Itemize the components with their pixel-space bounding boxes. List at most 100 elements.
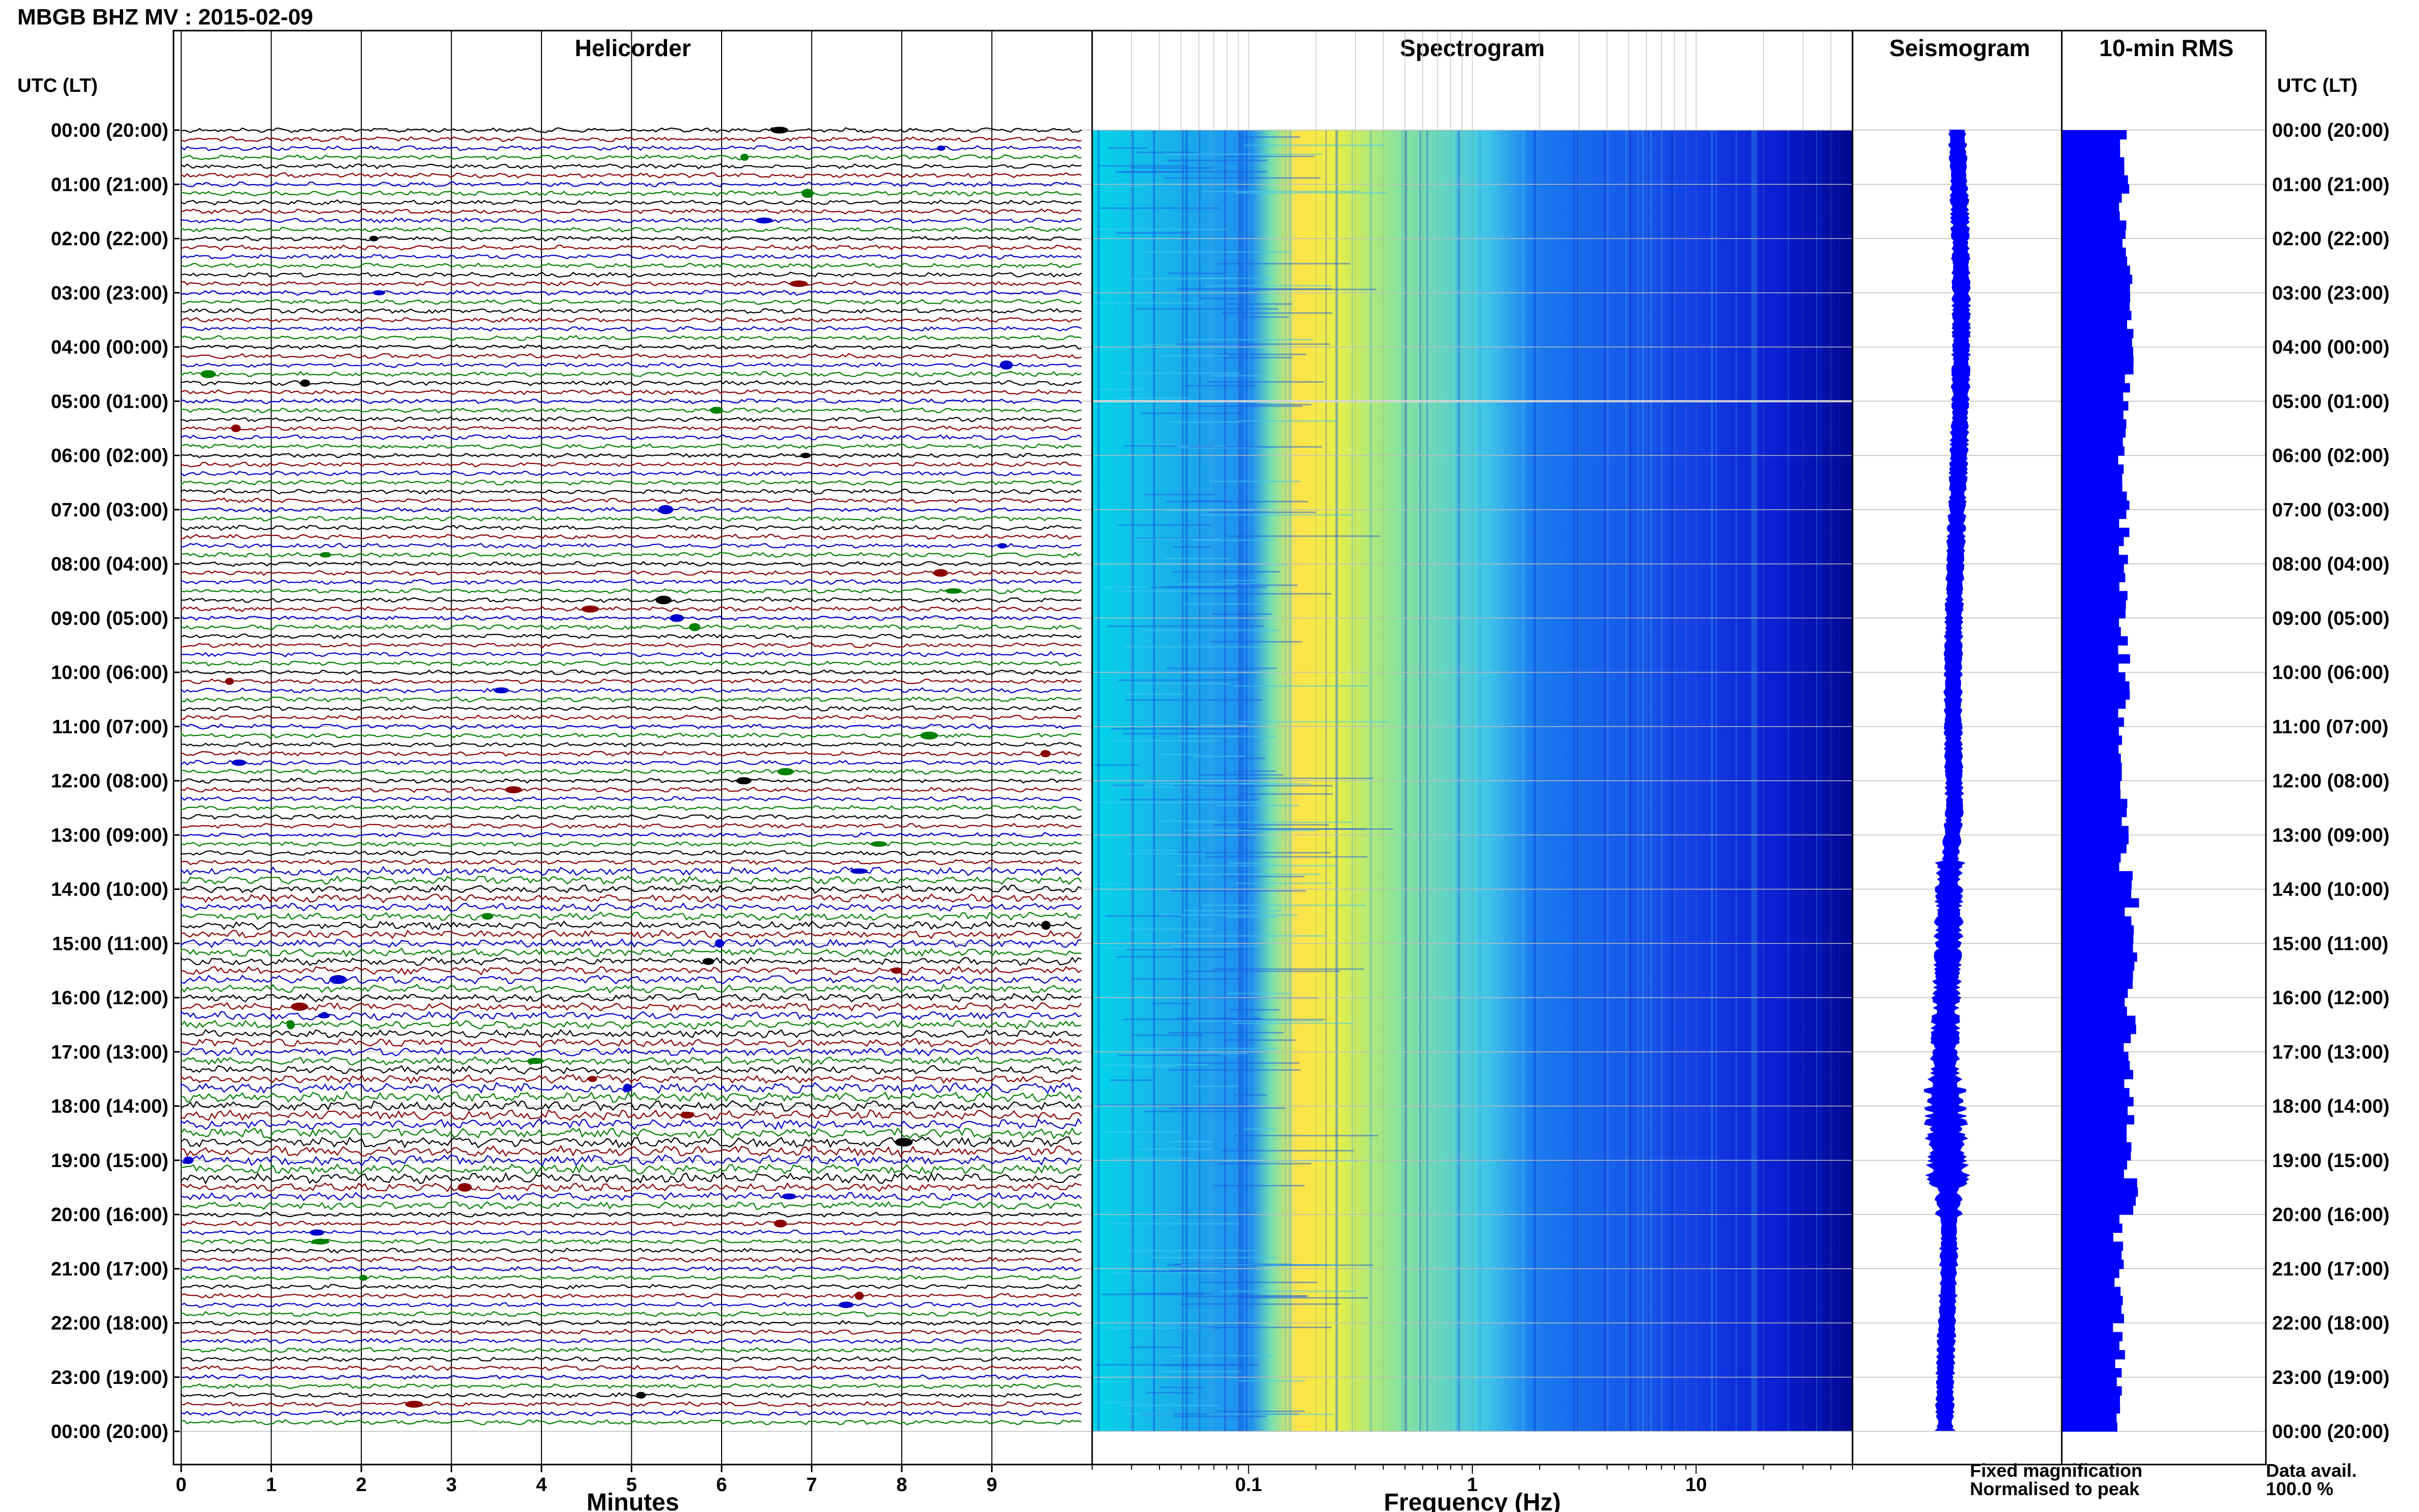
rms-bar [2062,428,2126,438]
helicorder-trace-row [180,542,1082,549]
rms-bar [2062,745,2119,754]
helicorder-event [482,913,493,920]
rms-bar [2062,1160,2128,1170]
time-tick-label-left: 06:00 (02:00) [51,445,168,467]
helicorder-trace-row [180,974,1082,985]
rms-bar [2062,1277,2115,1287]
rms-bar [2062,528,2130,537]
helicorder-trace-row [180,1065,1082,1075]
helicorder-trace-row [180,983,1082,994]
time-tick-label-left: 16:00 (12:00) [51,987,168,1009]
helicorder-trace-row [180,859,1082,865]
helicorder-trace-row [180,479,1082,486]
figure-title: MBGB BHZ MV : 2015-02-09 [17,5,313,30]
rms-bar [2062,808,2127,817]
rms-bar [2062,979,2133,989]
helicorder-trace-row [180,796,1082,802]
time-tick-label-left: 19:00 (15:00) [51,1150,168,1172]
helicorder-trace-row [180,1090,1082,1103]
time-tick-label-right: 19:00 (15:00) [2272,1150,2389,1172]
rms-bar [2062,238,2122,248]
frequency-tick-label: 1 [1467,1474,1477,1496]
helicorder-trace-row [180,823,1082,829]
helicorder-event [373,290,385,295]
rms-bar [2062,1043,2124,1052]
helicorder-trace-row [180,217,1082,224]
minute-tick-label: 4 [536,1474,547,1496]
rms-bar [2062,871,2133,881]
helicorder-event [1041,921,1051,930]
helicorder-trace-row [180,1329,1082,1335]
helicorder-event [231,424,241,432]
rms-bar [2062,1106,2128,1116]
rms-bar [2062,1060,2130,1071]
rms-bar [2062,1151,2131,1161]
helicorder-trace-row [180,281,1082,287]
rms-bar [2062,365,2134,375]
helicorder-trace-row [180,1002,1082,1012]
rms-bar [2062,726,2119,736]
rms-bar [2062,844,2127,854]
minute-tick-label: 7 [806,1474,817,1496]
helicorder-trace-row [180,841,1082,847]
rms-bar [2062,627,2121,637]
rms-bar [2062,338,2132,348]
helicorder-trace-row [180,714,1082,721]
time-tick-label-right: 03:00 (23:00) [2272,283,2389,304]
helicorder-trace-row [180,199,1081,206]
helicorder-trace-row [180,1220,1082,1227]
rms-bar [2062,437,2123,447]
helicorder-event [736,777,752,785]
helicorder-trace-row [180,1302,1082,1308]
helicorder-trace-row [180,579,1082,585]
helicorder-event [774,1220,787,1228]
rms-bar [2062,591,2128,601]
helicorder-trace-row [180,370,1082,378]
rms-bar [2062,1205,2133,1215]
rms-bar [2062,1097,2134,1107]
rms-bar [2062,600,2126,610]
rms-bar [2062,356,2134,366]
rms-bar [2062,1250,2122,1260]
helicorder-trace-row [180,1136,1082,1149]
minute-tick-label: 2 [356,1474,366,1496]
helicorder-event [457,1183,472,1192]
time-tick-label-left: 13:00 (09:00) [51,825,168,846]
rms-bar [2062,690,2130,700]
helicorder-event [855,1292,864,1300]
helicorder-event [309,1229,325,1236]
time-tick-label-right: 06:00 (02:00) [2272,445,2389,467]
rms-bar [2062,916,2132,926]
helicorder-event [587,1076,597,1082]
helicorder-event [920,731,939,740]
time-tick-label-left: 20:00 (16:00) [51,1204,168,1226]
rms-bar [2062,1377,2117,1387]
rms-bar [2062,1124,2127,1134]
minute-tick-label: 6 [716,1474,727,1496]
time-tick-label-left: 02:00 (22:00) [51,229,168,250]
helicorder-event [997,543,1007,549]
time-tick-label-right: 07:00 (03:00) [2272,500,2389,521]
helicorder-trace-row [180,759,1082,766]
helicorder-trace-row [180,1201,1082,1210]
helicorder-trace-row [180,470,1081,477]
helicorder-trace-row [180,832,1082,838]
rms-bar [2062,853,2121,862]
rms-bar [2062,383,2130,393]
time-tick-label-left: 18:00 (14:00) [51,1096,168,1118]
rms-bar [2062,148,2120,158]
rms-bar [2062,1015,2136,1025]
helicorder-trace-row [180,344,1082,351]
rms-bar [2062,329,2134,338]
helicorder-trace-row [180,326,1082,332]
helicorder-trace-row [180,884,1082,894]
helicorder-trace-row [180,606,1082,612]
time-tick-label-right: 23:00 (19:00) [2272,1367,2389,1389]
rms-bar [2062,663,2119,673]
rms-bar [2062,1006,2127,1017]
time-tick-label-left: 09:00 (05:00) [51,608,168,629]
time-tick-label-left: 10:00 (06:00) [51,662,168,684]
helicorder-trace-row [180,642,1082,649]
helicorder-trace-row [180,805,1082,811]
helicorder-event [286,1020,295,1030]
